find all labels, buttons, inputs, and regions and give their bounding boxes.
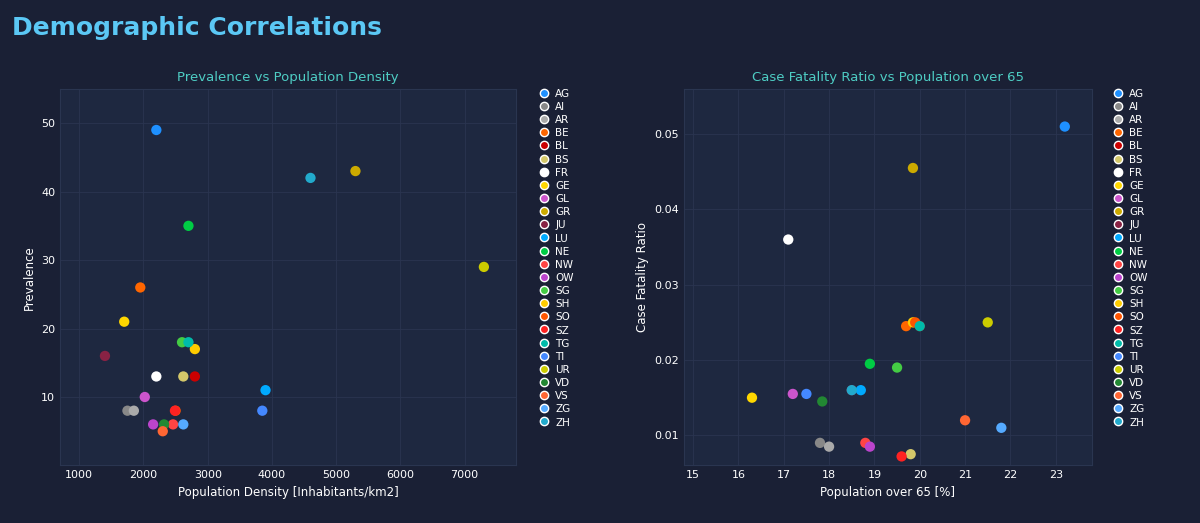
- Point: [253, 406, 272, 415]
- Point: [904, 318, 923, 326]
- Point: [346, 167, 365, 175]
- Point: [185, 372, 204, 381]
- Point: [166, 406, 185, 415]
- Point: [154, 427, 173, 436]
- Point: [797, 390, 816, 398]
- Point: [144, 420, 163, 428]
- Point: [301, 174, 320, 182]
- Point: [842, 386, 862, 394]
- Point: [810, 439, 829, 447]
- Point: [166, 406, 185, 415]
- Point: [185, 345, 204, 353]
- Point: [784, 390, 803, 398]
- Title: Case Fatality Ratio vs Population over 65: Case Fatality Ratio vs Population over 6…: [752, 71, 1024, 84]
- Point: [1055, 122, 1074, 131]
- Point: [146, 372, 166, 381]
- Point: [820, 442, 839, 451]
- Point: [779, 235, 798, 244]
- Point: [955, 416, 974, 425]
- Point: [910, 322, 929, 331]
- Point: [125, 406, 144, 415]
- Point: [892, 452, 911, 461]
- Point: [842, 386, 862, 394]
- Point: [888, 363, 907, 372]
- Point: [851, 386, 870, 394]
- Point: [174, 372, 193, 381]
- Point: [896, 322, 916, 331]
- Point: [179, 338, 198, 346]
- Legend: AG, AI, AR, BE, BL, BS, FR, GE, GL, GR, JU, LU, NE, NW, OW, SG, SH, SO, SZ, TG, : AG, AI, AR, BE, BL, BS, FR, GE, GL, GR, …: [1114, 87, 1150, 429]
- Point: [812, 397, 832, 406]
- Point: [906, 318, 925, 326]
- Point: [173, 338, 192, 346]
- Legend: AG, AI, AR, BE, BL, BS, FR, GE, GL, GR, JU, LU, NE, NW, OW, SG, SH, SO, SZ, TG, : AG, AI, AR, BE, BL, BS, FR, GE, GL, GR, …: [540, 87, 576, 429]
- X-axis label: Population Density [Inhabitants/km2]: Population Density [Inhabitants/km2]: [178, 486, 398, 499]
- Point: [904, 164, 923, 172]
- Point: [118, 406, 137, 415]
- Point: [910, 322, 929, 331]
- Point: [978, 318, 997, 326]
- Point: [256, 386, 275, 394]
- Point: [146, 126, 166, 134]
- Point: [860, 442, 880, 451]
- Point: [991, 424, 1010, 432]
- Point: [136, 393, 155, 401]
- Title: Prevalence vs Population Density: Prevalence vs Population Density: [178, 71, 398, 84]
- X-axis label: Population over 65 [%]: Population over 65 [%]: [821, 486, 955, 499]
- Y-axis label: Prevalence: Prevalence: [23, 245, 36, 310]
- Point: [901, 450, 920, 458]
- Point: [155, 420, 174, 428]
- Point: [856, 439, 875, 447]
- Point: [131, 283, 150, 292]
- Point: [174, 420, 193, 428]
- Point: [95, 352, 114, 360]
- Y-axis label: Case Fatality Ratio: Case Fatality Ratio: [636, 222, 649, 332]
- Point: [115, 317, 134, 326]
- Point: [743, 393, 762, 402]
- Text: Demographic Correlations: Demographic Correlations: [12, 16, 382, 40]
- Point: [860, 360, 880, 368]
- Point: [474, 263, 493, 271]
- Point: [163, 420, 182, 428]
- Point: [179, 222, 198, 230]
